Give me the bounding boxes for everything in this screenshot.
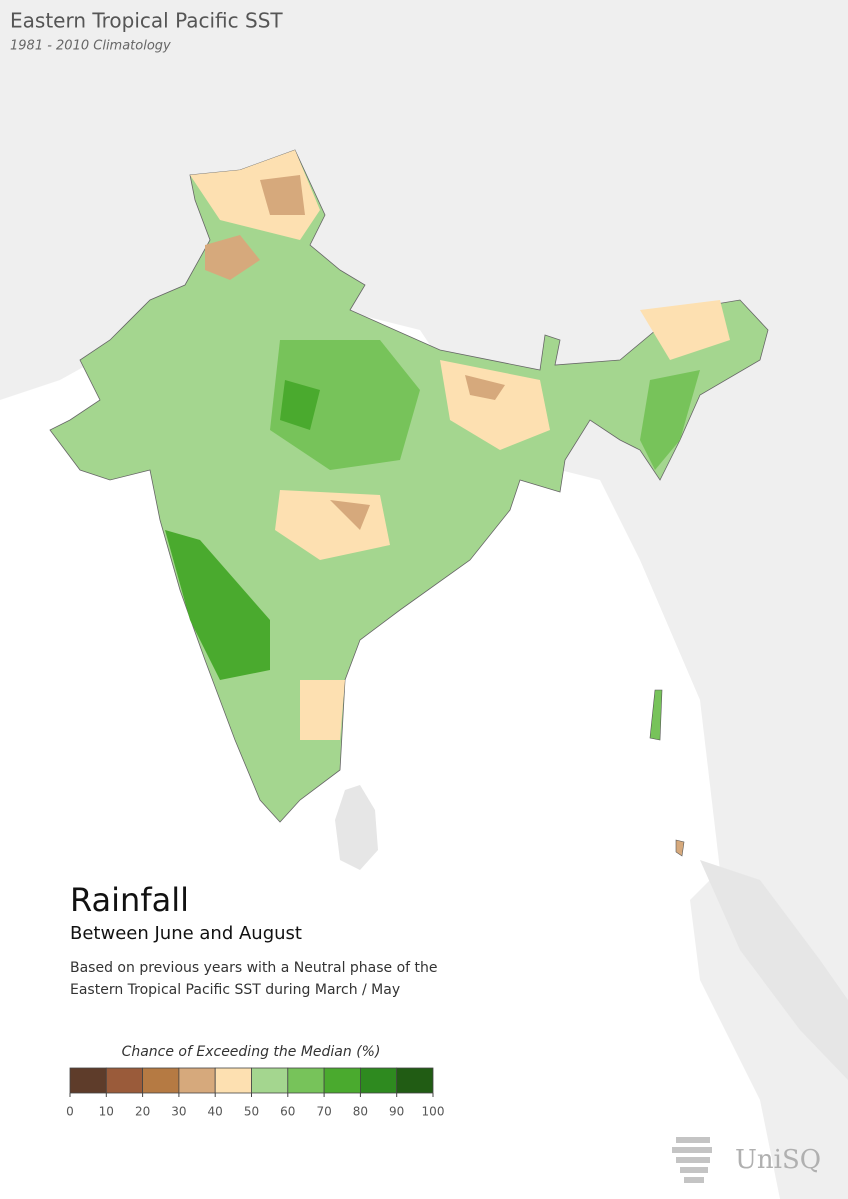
legend: 0 10 20 30 40 50 60 70 80 90 100: [66, 1067, 445, 1119]
region-south-east: [300, 680, 345, 740]
legend-tick-label: 90: [389, 1105, 404, 1119]
legend-tick-label: 40: [208, 1105, 223, 1119]
region-north-dry: [260, 175, 305, 215]
andaman: [649, 689, 663, 741]
region-deccan-dry: [330, 500, 370, 530]
legend-swatch: [359, 1067, 398, 1094]
region-punjab: [205, 235, 260, 280]
region-east-dry: [465, 375, 505, 400]
legend-swatch: [323, 1067, 361, 1094]
legend-tick-label: 20: [135, 1105, 150, 1119]
logo: UniSQ: [735, 1145, 821, 1175]
legend-tick-label: 70: [316, 1105, 331, 1119]
sri-lanka: [335, 785, 378, 870]
panel-subtitle: Between June and August: [70, 923, 302, 944]
region-north-east: [640, 300, 730, 360]
panel-title: Rainfall: [70, 881, 189, 919]
legend-swatch: [214, 1067, 252, 1094]
legend-tick-label: 80: [353, 1105, 368, 1119]
legend-swatch: [69, 1067, 107, 1094]
nicobar: [675, 839, 685, 857]
legend-tick-label: 0: [66, 1105, 74, 1119]
sumatra: [700, 860, 848, 1080]
legend-tick-label: 60: [280, 1105, 295, 1119]
legend-title: Chance of Exceeding the Median (%): [122, 1044, 381, 1060]
legend-swatch: [287, 1067, 325, 1094]
legend-swatch: [251, 1067, 289, 1094]
panel-description: Eastern Tropical Pacific SST during Marc…: [70, 982, 400, 998]
region-central: [270, 340, 420, 470]
logo-mark: [672, 1137, 712, 1183]
legend-swatch: [396, 1067, 434, 1094]
legend-tick-label: 100: [422, 1105, 445, 1119]
legend-swatch: [105, 1067, 144, 1094]
region-north-east-wet: [640, 370, 700, 470]
legend-swatch: [178, 1067, 216, 1094]
region-north: [190, 150, 320, 240]
legend-tick-label: 50: [244, 1105, 259, 1119]
legend-tick-label: 30: [171, 1105, 186, 1119]
legend-tick-label: 10: [99, 1105, 114, 1119]
region-central-wet: [280, 380, 320, 430]
region-west-coast: [165, 530, 270, 680]
header-subtitle: 1981 - 2010 Climatology: [10, 39, 171, 54]
panel-description: Based on previous years with a Neutral p…: [70, 960, 438, 976]
legend-swatch: [142, 1067, 180, 1094]
header-title: Eastern Tropical Pacific SST: [10, 9, 283, 33]
